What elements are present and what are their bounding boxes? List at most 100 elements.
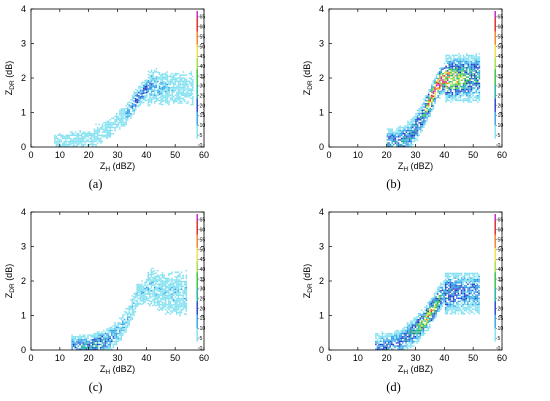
density-cell bbox=[429, 101, 431, 103]
density-cell bbox=[478, 67, 481, 69]
density-cell bbox=[432, 315, 434, 318]
density-cell bbox=[118, 315, 121, 318]
density-cell bbox=[168, 291, 170, 294]
density-cell bbox=[157, 268, 159, 270]
density-cell bbox=[90, 334, 92, 336]
density-cell bbox=[478, 53, 481, 55]
density-cell bbox=[149, 96, 151, 98]
density-cell bbox=[475, 88, 477, 91]
density-cell bbox=[163, 285, 165, 287]
density-cell bbox=[416, 139, 419, 141]
colorbar-segment bbox=[494, 11, 496, 14]
density-cell bbox=[402, 120, 405, 123]
density-cell bbox=[104, 336, 107, 338]
density-cell bbox=[120, 314, 123, 316]
density-cell bbox=[152, 89, 154, 91]
density-cell bbox=[419, 322, 422, 324]
density-cell bbox=[126, 314, 129, 316]
density-cell bbox=[169, 297, 172, 300]
density-cell bbox=[402, 125, 405, 127]
density-cell bbox=[153, 65, 156, 67]
density-cell bbox=[99, 337, 102, 339]
colorbar-tick-label: 15 bbox=[200, 316, 206, 322]
density-cell bbox=[416, 133, 419, 135]
density-cell bbox=[168, 304, 170, 306]
density-cell bbox=[104, 126, 107, 129]
density-cell bbox=[160, 313, 162, 315]
density-cell bbox=[55, 139, 58, 141]
density-cell bbox=[103, 332, 105, 335]
density-cell bbox=[114, 329, 116, 332]
density-cell bbox=[421, 101, 424, 104]
density-cell bbox=[147, 306, 149, 308]
density-cell bbox=[118, 318, 121, 321]
density-cell bbox=[111, 125, 113, 127]
density-cell bbox=[90, 139, 93, 141]
density-cell bbox=[470, 65, 473, 67]
density-cell bbox=[418, 112, 420, 115]
density-cell bbox=[169, 80, 172, 82]
density-cell bbox=[413, 119, 416, 121]
density-cell bbox=[464, 70, 466, 72]
density-cell bbox=[470, 71, 473, 74]
density-cell bbox=[138, 101, 140, 103]
density-cell bbox=[458, 54, 460, 57]
density-cell bbox=[133, 103, 135, 106]
colorbar-tick-label: 50 bbox=[200, 44, 206, 50]
density-cell bbox=[96, 337, 99, 339]
density-cell bbox=[384, 332, 387, 335]
density-cell bbox=[163, 310, 165, 312]
density-cell bbox=[477, 81, 479, 83]
density-cell bbox=[413, 131, 416, 133]
density-cell bbox=[397, 334, 399, 336]
density-cell bbox=[164, 290, 167, 292]
density-cell bbox=[405, 142, 408, 144]
density-cell bbox=[470, 96, 473, 99]
density-cell bbox=[464, 71, 466, 74]
density-cell bbox=[107, 123, 110, 126]
density-cell bbox=[155, 311, 157, 313]
density-cell bbox=[91, 339, 94, 341]
density-cell bbox=[389, 129, 392, 132]
density-cell bbox=[184, 85, 186, 87]
density-cell bbox=[397, 336, 399, 338]
density-cell bbox=[172, 269, 175, 272]
density-cell bbox=[152, 104, 154, 106]
density-cell bbox=[153, 77, 156, 79]
density-cell bbox=[130, 116, 132, 118]
density-cell bbox=[150, 296, 153, 298]
density-cell bbox=[454, 87, 457, 89]
density-cell bbox=[149, 308, 151, 310]
density-cell bbox=[467, 87, 470, 89]
density-cell bbox=[192, 100, 194, 103]
density-cell bbox=[161, 90, 164, 92]
density-cell bbox=[446, 60, 449, 63]
density-cell bbox=[182, 77, 185, 79]
density-cell bbox=[179, 269, 181, 272]
colorbar-segment bbox=[494, 57, 496, 61]
density-cell bbox=[104, 134, 107, 136]
density-cell bbox=[465, 71, 468, 74]
density-cell bbox=[152, 75, 154, 77]
density-cell bbox=[149, 107, 151, 109]
density-cell bbox=[117, 345, 119, 347]
density-cell bbox=[421, 108, 424, 110]
density-cell bbox=[172, 299, 175, 301]
density-cell bbox=[475, 65, 477, 67]
density-cell bbox=[163, 291, 165, 293]
density-cell bbox=[153, 290, 156, 292]
density-cell bbox=[179, 75, 181, 78]
density-cell bbox=[172, 265, 175, 267]
density-cell bbox=[96, 331, 99, 333]
density-cell bbox=[136, 291, 138, 294]
density-cell bbox=[453, 79, 455, 81]
density-cell bbox=[128, 305, 130, 307]
density-cell bbox=[399, 143, 401, 146]
density-cell bbox=[427, 98, 430, 100]
density-cell bbox=[93, 129, 96, 132]
density-cell bbox=[153, 276, 156, 278]
density-cell bbox=[123, 311, 126, 313]
density-cell bbox=[174, 322, 176, 325]
density-cell bbox=[165, 69, 167, 71]
density-cell bbox=[451, 73, 454, 75]
